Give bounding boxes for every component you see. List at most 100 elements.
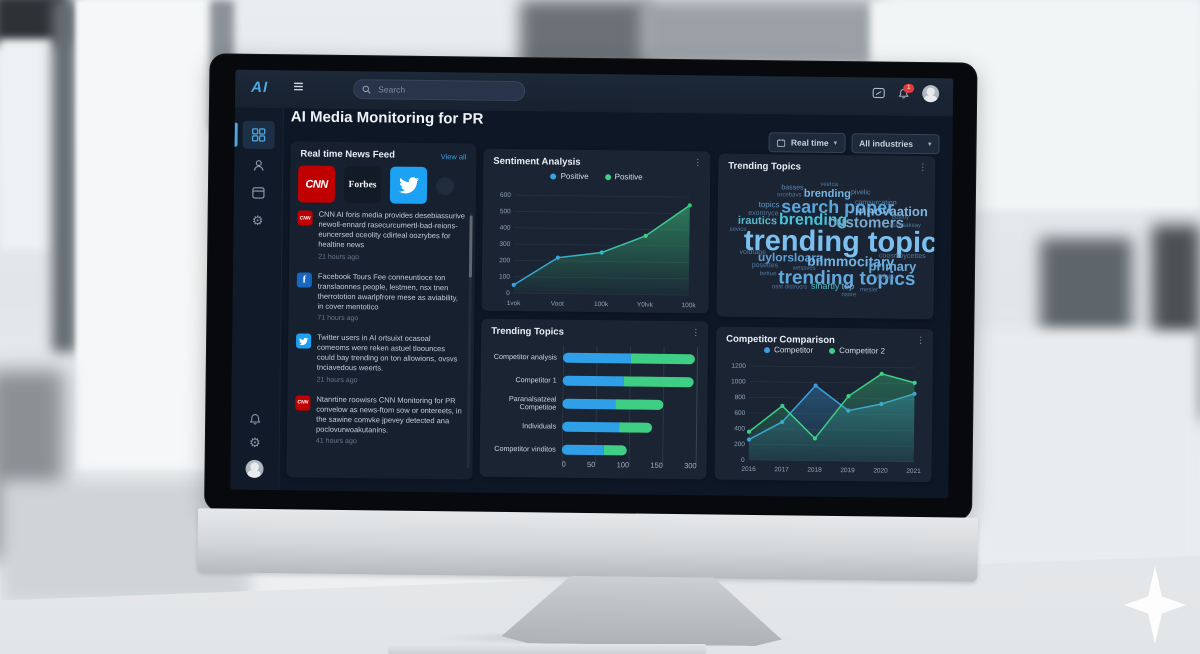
cnn-icon: CNN (297, 210, 313, 226)
svg-text:2021: 2021 (906, 468, 921, 475)
chevron-down-icon: ▾ (928, 141, 932, 149)
gear-icon: ⚙ (248, 434, 261, 450)
chart-legend: Positive Positive (483, 171, 710, 183)
time-range-dropdown[interactable]: Real time ▾ (768, 132, 846, 154)
monitor: AI ≡ 1 (196, 47, 983, 654)
kebab-menu-icon[interactable]: ⋮ (916, 334, 926, 346)
x-axis-tick: 150 (650, 460, 663, 470)
cnn-logo[interactable]: CNN (297, 165, 336, 203)
news-item-time: 21 hours ago (316, 376, 358, 384)
cloud-word: posettes (751, 262, 779, 270)
sidebar-item-contacts[interactable] (234, 152, 282, 179)
chart-legend: Competitor Competitor 2 (716, 345, 933, 357)
industry-dropdown[interactable]: All industries ▾ (851, 133, 940, 155)
x-axis-tick: 300 (684, 461, 697, 471)
news-item[interactable]: Twitter users in AI ortsuixt ocasoal com… (296, 332, 465, 385)
dashboard-screen: AI ≡ 1 (230, 69, 954, 499)
bar-segment-green (614, 398, 664, 410)
bar-segment-green (619, 421, 652, 433)
news-item[interactable]: f Facebook Tours Fee conneuntioce ton tr… (296, 271, 465, 324)
bar-segment-blue (562, 352, 631, 363)
bar-row: Competitor vinditos (490, 437, 697, 463)
bar-track (562, 421, 697, 433)
twitter-bird-icon (398, 177, 419, 194)
sidebar-profile[interactable] (230, 456, 278, 483)
svg-text:0: 0 (506, 290, 510, 297)
window-pane-left (0, 40, 54, 250)
svg-text:1vok: 1vok (507, 300, 522, 307)
x-axis-tick: 50 (586, 459, 596, 470)
industry-value: All industries (859, 138, 914, 149)
svg-text:Voot: Voot (551, 301, 564, 308)
filter-bar: Real time ▾ All industries ▾ (768, 132, 940, 155)
bar-segment-green (623, 375, 694, 387)
news-feed-title: Real time News Feed (300, 148, 395, 161)
sentiment-line-chart: 0 100 200 300 400 500 600 1vok Voot 100k Y0lvk 100k (492, 189, 700, 310)
view-all-link[interactable]: View all (440, 152, 467, 162)
cloud-word: mesler (860, 286, 879, 294)
hamburger-menu-icon[interactable]: ≡ (293, 76, 304, 97)
app-logo: AI (251, 78, 269, 97)
page-title: AI Media Monitoring for PR (290, 108, 484, 128)
legend-dot-green (604, 173, 611, 180)
bell-icon (249, 413, 261, 425)
bar-track (562, 375, 698, 387)
sidebar: ⚙ ⚙ (230, 107, 284, 491)
legend-label: Positive (614, 172, 643, 182)
calendar-icon (777, 138, 786, 147)
cloud-word: uidsally (874, 274, 895, 281)
chevron-down-icon: ▾ (833, 139, 838, 148)
legend-dot-blue (550, 173, 557, 180)
bar-row: Competitor analysis (491, 345, 698, 371)
news-feed-list: CNN CNN AI foris media provides desebias… (295, 209, 466, 457)
news-item-text: CNN AI foris media provides desebiassuri… (318, 209, 466, 250)
background-monitor-right (1040, 238, 1132, 333)
svg-text:2020: 2020 (873, 467, 888, 474)
bar-segment-blue (562, 398, 616, 409)
news-item[interactable]: CNN Ntanrtine roowisrs CNN Monitoring fo… (295, 394, 464, 447)
news-item-time: 71 hours ago (317, 314, 359, 323)
news-sources-row: CNN Forbes (297, 165, 455, 204)
trending-topics-cloud-panel: Trending Topics ⋮ basses veetca brending pi… (716, 153, 936, 320)
svg-text:1200: 1200 (731, 363, 746, 370)
news-item[interactable]: CNN CNN AI foris media provides desebias… (297, 209, 466, 262)
svg-text:100k: 100k (681, 302, 696, 309)
browser-card-icon (251, 187, 265, 199)
user-avatar[interactable] (922, 85, 940, 103)
search-box[interactable] (353, 79, 526, 102)
more-source-ghost (435, 176, 455, 195)
sidebar-item-reports[interactable] (234, 180, 282, 207)
cloud-word: basses (781, 184, 804, 192)
apps-icon[interactable] (872, 87, 885, 99)
sidebar-item-preferences[interactable]: ⚙ (231, 430, 279, 457)
svg-text:800: 800 (735, 394, 746, 401)
svg-text:200: 200 (734, 441, 745, 448)
news-item-text: Ntanrtine roowisrs CNN Monitoring for PR… (315, 394, 462, 435)
svg-text:300: 300 (499, 241, 510, 248)
feed-scrollbar[interactable] (466, 213, 473, 469)
svg-text:100: 100 (499, 274, 510, 281)
search-input[interactable] (376, 83, 501, 97)
panel-title: Trending Topics (491, 325, 564, 338)
bar-segment-green (630, 352, 695, 364)
sidebar-item-alerts[interactable] (231, 406, 279, 433)
kebab-menu-icon[interactable]: ⋮ (693, 157, 703, 168)
sidebar-item-settings[interactable]: ⚙ (233, 208, 281, 235)
cloud-word: topics (758, 199, 780, 209)
cloud-word: top (841, 281, 855, 292)
forbes-logo[interactable]: Forbes (343, 165, 382, 204)
bar-category-label: Paranalsatzeal Competitoe (508, 393, 557, 412)
kebab-menu-icon[interactable]: ⋮ (918, 161, 928, 173)
notification-badge: 1 (903, 83, 915, 93)
svg-text:2019: 2019 (840, 467, 855, 474)
svg-text:400: 400 (734, 425, 745, 432)
svg-text:1000: 1000 (731, 378, 746, 385)
twitter-logo[interactable] (389, 166, 428, 204)
notifications-button[interactable]: 1 (898, 83, 915, 99)
sidebar-item-dashboard[interactable] (234, 120, 282, 150)
svg-text:200: 200 (499, 257, 510, 264)
kebab-menu-icon[interactable]: ⋮ (691, 327, 701, 338)
svg-text:Y0lvk: Y0lvk (637, 302, 654, 309)
dashboard-grid-icon (251, 128, 266, 142)
scrollbar-thumb[interactable] (468, 215, 473, 278)
